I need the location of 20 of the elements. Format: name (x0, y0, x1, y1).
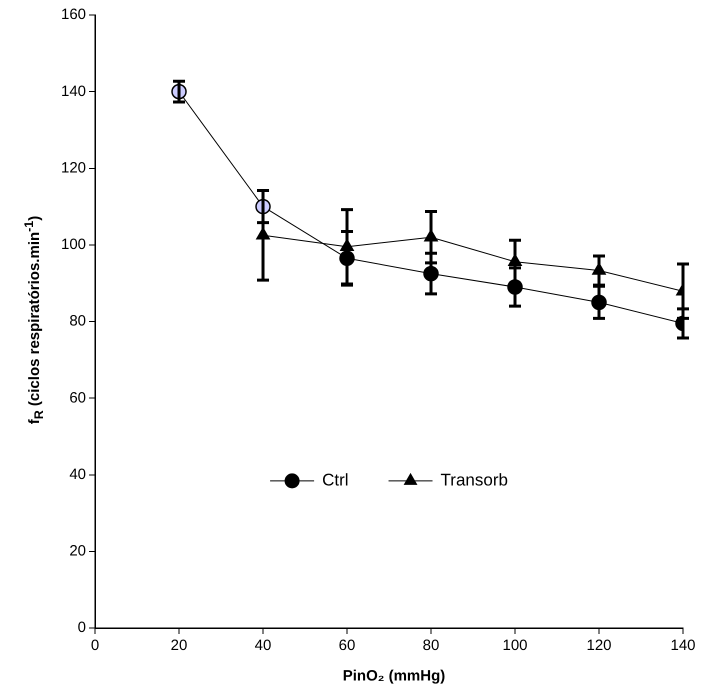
x-tick-label: 40 (254, 637, 272, 654)
y-tick-label: 140 (60, 82, 86, 100)
y-tick-label: 120 (60, 159, 86, 176)
y-tick-label: 160 (60, 6, 86, 24)
legend-label: Transorb (440, 470, 508, 490)
y-tick-label: 0 (78, 619, 86, 636)
y-tick-label: 40 (69, 466, 86, 483)
legend-label: Ctrl (322, 470, 349, 490)
x-tick-label: 0 (90, 637, 100, 654)
y-tick-label: 80 (69, 312, 86, 330)
x-axis-title: PinO₂ (mmHg) (342, 668, 446, 684)
x-tick-label: 80 (422, 637, 440, 654)
y-tick-label: 100 (60, 236, 86, 254)
x-tick-label: 120 (586, 637, 612, 654)
y-tick-label: 60 (69, 389, 86, 406)
x-tick-label: 60 (338, 637, 356, 654)
x-tick-label: 20 (170, 637, 188, 654)
x-tick-label: 140 (670, 637, 696, 654)
y-tick-label: 20 (69, 542, 86, 560)
x-tick-label: 100 (502, 637, 528, 654)
